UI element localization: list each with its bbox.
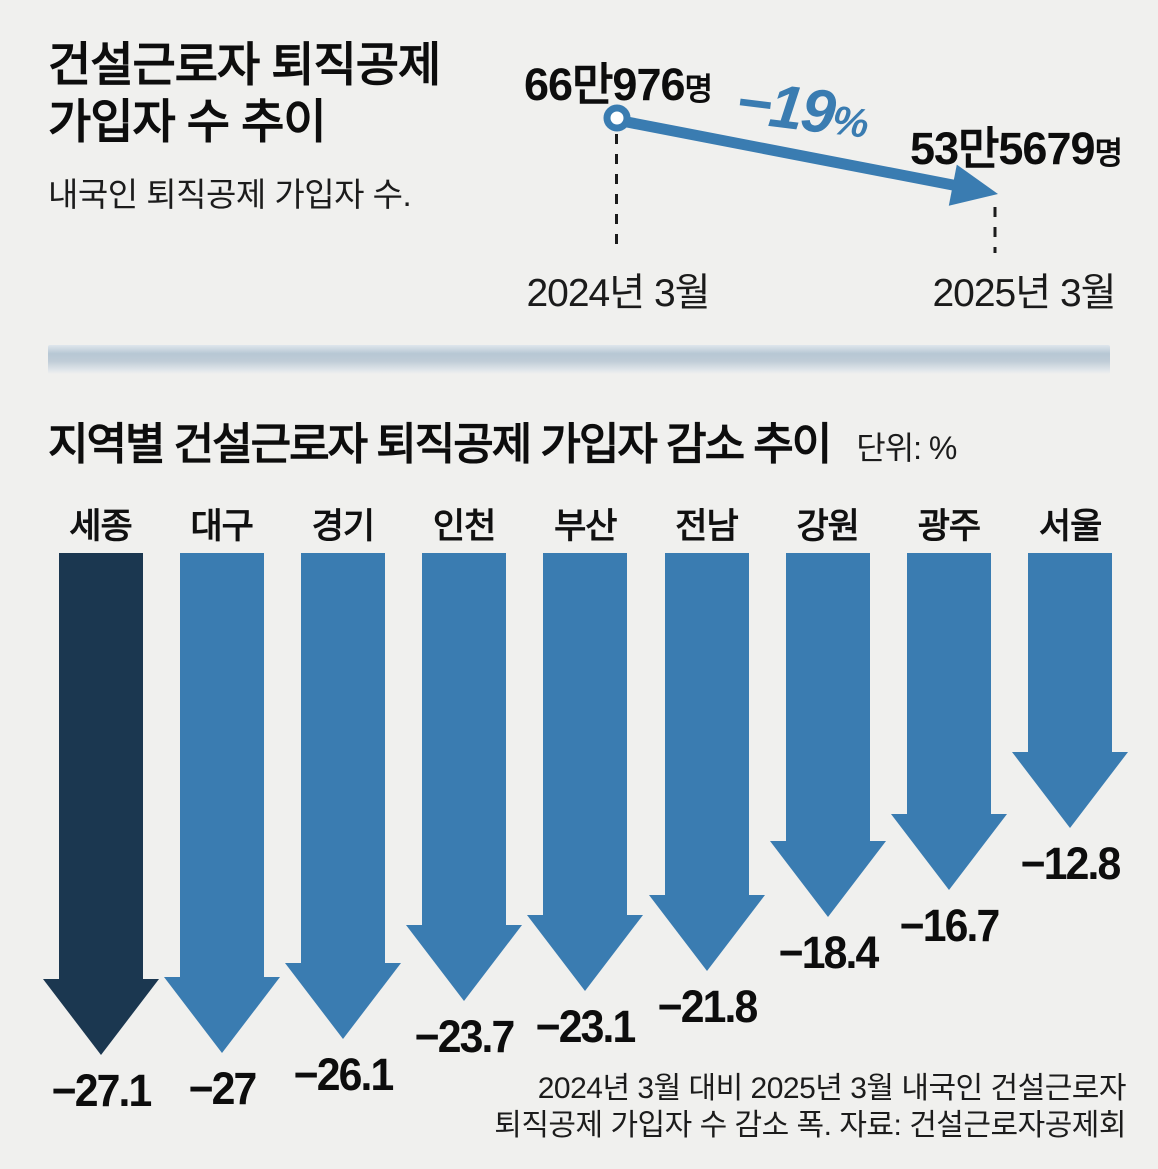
region-arrow-head-icon: [648, 894, 765, 971]
trend-end-unit: 명: [1094, 136, 1124, 171]
region-arrow-shaft: [664, 553, 749, 895]
page-title-line2: 가입자 수 추이: [48, 95, 327, 148]
region-label: 부산: [554, 507, 617, 546]
section-title: 지역별 건설근로자 퇴직공제 가입자 감소 추이: [48, 420, 832, 469]
region-arrow-shaft: [1028, 553, 1113, 752]
section-divider: [48, 345, 1110, 374]
trend-end-value: 53만5679명: [909, 112, 1124, 177]
region-value-label: −27.1: [51, 1064, 152, 1116]
region-label: 전남: [675, 507, 738, 546]
trend-arrow-head-icon: [948, 164, 998, 206]
region-arrow-shaft: [785, 553, 870, 841]
trend-line-chart: [603, 104, 998, 253]
region-value-label: −26.1: [293, 1049, 395, 1100]
trend-start-unit: 명: [684, 72, 714, 107]
region-value-label: −27: [188, 1063, 257, 1115]
trend-end-number: 53만5679: [909, 123, 1096, 174]
trend-start-value: 66만976명: [523, 48, 714, 113]
region-label: 대구: [190, 507, 253, 546]
source-note-line2: 퇴직공제 가입자 수 감소 폭. 자료: 건설근로자공제회: [494, 1109, 1126, 1142]
region-label: 광주: [917, 507, 981, 546]
region-arrow-head-icon: [769, 840, 886, 917]
trend-end-date: 2025년 3월: [932, 272, 1116, 315]
region-arrow-head-icon: [527, 915, 644, 992]
region-arrow-shaft: [543, 553, 628, 916]
source-note: 2024년 3월 대비 2025년 3월 내국인 건설근로자 퇴직공제 가입자 …: [494, 1070, 1126, 1144]
region-arrow-head-icon: [42, 978, 159, 1055]
unit-label: 단위: %: [856, 430, 957, 466]
region-arrow-shaft: [179, 553, 264, 978]
region-arrow-head-icon: [284, 963, 401, 1039]
region-arrow-shaft: [300, 553, 385, 963]
page-title-line1: 건설근로자 퇴직공제: [48, 38, 441, 91]
page-title: 건설근로자 퇴직공제 가입자 수 추이: [48, 36, 441, 150]
region-value-label: −16.7: [899, 899, 1001, 951]
section-title-row: 지역별 건설근로자 퇴직공제 가입자 감소 추이 단위: %: [48, 408, 957, 472]
region-arrow-shaft: [422, 553, 507, 925]
page-subtitle: 내국인 퇴직공제 가입자 수.: [48, 176, 412, 213]
trend-change-number: −19: [732, 67, 838, 147]
region-value-label: −12.8: [1020, 837, 1122, 889]
source-note-line1: 2024년 3월 대비 2025년 3월 내국인 건설근로자: [537, 1072, 1127, 1105]
region-arrow-shaft: [906, 553, 991, 814]
region-value-label: −23.1: [535, 1001, 637, 1053]
start-point-marker-icon: [603, 104, 631, 132]
region-arrow-head-icon: [406, 924, 523, 1001]
region-value-label: −18.4: [778, 926, 879, 978]
trend-change-unit: %: [829, 96, 872, 147]
region-label: 강원: [796, 507, 859, 546]
region-arrow-head-icon: [1012, 751, 1129, 828]
trend-start-number: 66만976: [523, 59, 686, 110]
regional-arrow-chart: 세종 −27.1 대구 −27 경기 −26.1 인천 −23.7 부산 −23.1 전남 −21.8…: [0, 490, 1158, 1169]
trend-arrow-line: [625, 116, 960, 192]
region-label: 경기: [311, 507, 375, 546]
trend-start-date: 2024년 3월: [526, 272, 710, 315]
region-arrow-shaft: [58, 553, 143, 979]
region-label: 서울: [1038, 507, 1102, 546]
region-value-label: −21.8: [657, 980, 758, 1032]
region-value-label: −23.7: [414, 1010, 516, 1062]
region-label: 세종: [69, 507, 132, 546]
region-arrow-head-icon: [890, 813, 1007, 890]
region-arrow-head-icon: [163, 977, 280, 1054]
region-label: 인천: [432, 507, 496, 546]
